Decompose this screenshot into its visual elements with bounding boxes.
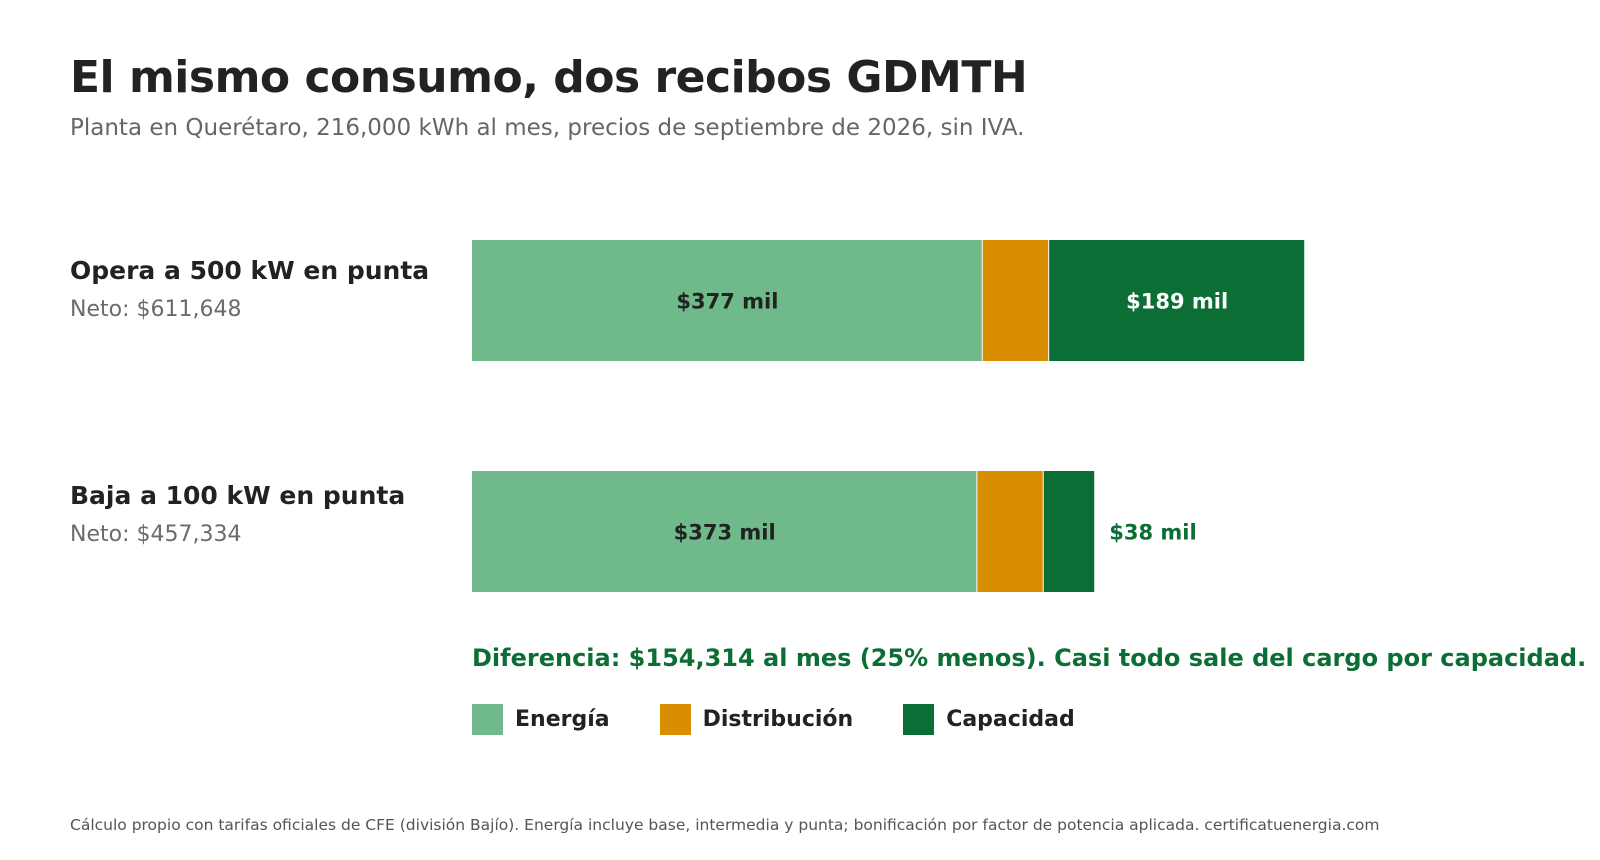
legend-label-energia: Energía xyxy=(515,707,610,732)
chart-title: El mismo consumo, dos recibos GDMTH xyxy=(70,52,1028,103)
legend: Energía Distribución Capacidad xyxy=(472,704,1125,735)
legend-label-capacidad: Capacidad xyxy=(946,707,1075,732)
legend-swatch-capacidad xyxy=(903,704,935,735)
category-label-500kw: Opera a 500 kW en punta xyxy=(70,256,430,285)
bar-distribucion-row-0 xyxy=(982,240,1049,361)
net-total-100kw: Neto: $457,334 xyxy=(70,522,242,547)
category-label-100kw: Baja a 100 kW en punta xyxy=(70,481,406,510)
data-label-capacidad-row-1: $38 mil xyxy=(1109,521,1196,545)
data-label-energia-row-0: $377 mil xyxy=(676,290,778,314)
bar-energia-row-1 xyxy=(472,471,977,592)
legend-swatch-distribucion xyxy=(659,704,691,735)
source-footnote: Cálculo propio con tarifas oficiales de … xyxy=(70,816,1380,834)
data-label-energia-row-1: $373 mil xyxy=(674,521,776,545)
bar-capacidad-row-0 xyxy=(1049,240,1305,361)
bar-distribucion-row-1 xyxy=(977,471,1043,592)
bar-energia-row-0 xyxy=(472,240,982,361)
chart-subtitle: Planta en Querétaro, 216,000 kWh al mes,… xyxy=(70,115,1025,141)
bar-capacidad-row-1 xyxy=(1043,471,1095,592)
difference-note: Diferencia: $154,314 al mes (25% menos).… xyxy=(472,644,1587,672)
data-label-capacidad-row-0: $189 mil xyxy=(1126,290,1228,314)
legend-label-distribucion: Distribución xyxy=(702,707,854,732)
legend-item-energia: Energía xyxy=(472,704,610,735)
legend-item-distribucion: Distribución xyxy=(659,704,854,735)
legend-swatch-energia xyxy=(472,704,503,735)
legend-item-capacidad: Capacidad xyxy=(903,704,1075,735)
net-total-500kw: Neto: $611,648 xyxy=(70,297,242,322)
